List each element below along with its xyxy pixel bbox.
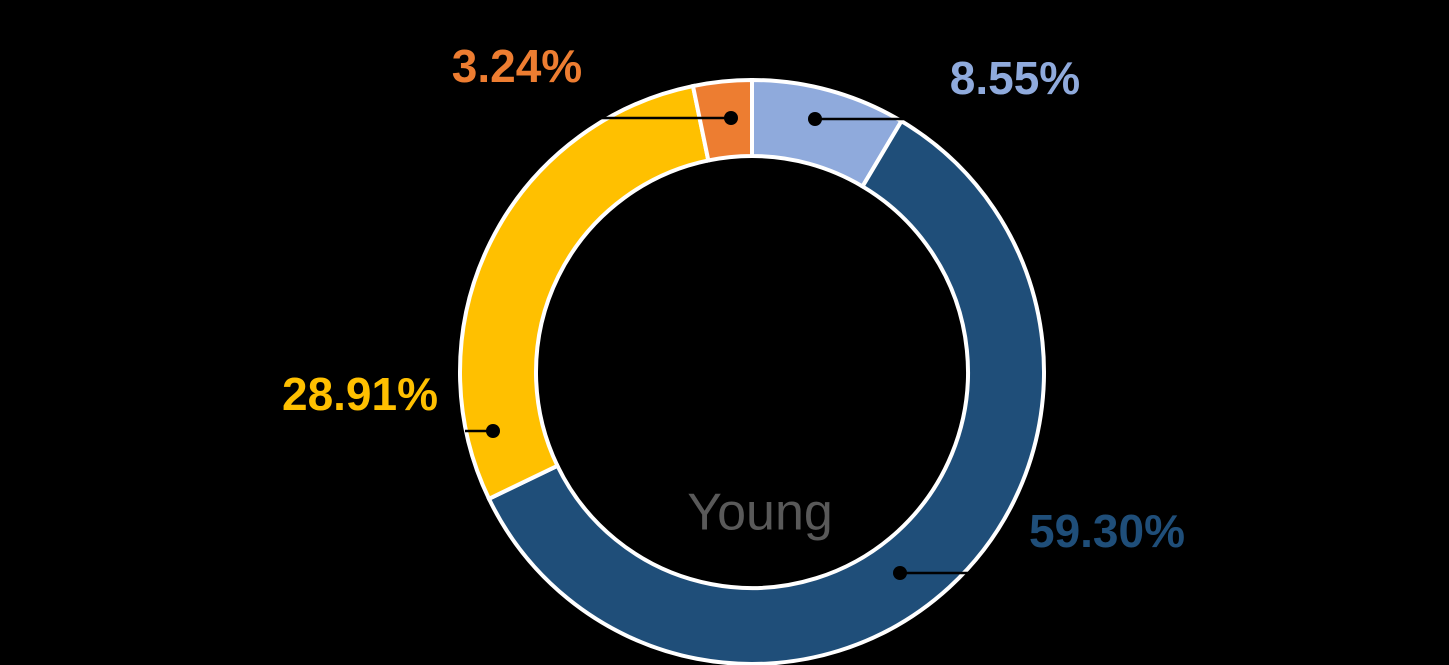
value-label: 3.24% <box>452 40 582 92</box>
leader-dot <box>724 111 738 125</box>
value-label: 59.30% <box>1029 505 1185 557</box>
value-label: 8.55% <box>950 52 1080 104</box>
value-label: 28.91% <box>282 368 438 420</box>
leader-dot <box>893 566 907 580</box>
leader-dot <box>486 424 500 438</box>
donut-slice <box>690 77 754 163</box>
leader-dot <box>808 112 822 126</box>
center-label: Young <box>687 484 833 542</box>
donut-slice <box>458 83 711 502</box>
donut-slice <box>486 118 1046 665</box>
